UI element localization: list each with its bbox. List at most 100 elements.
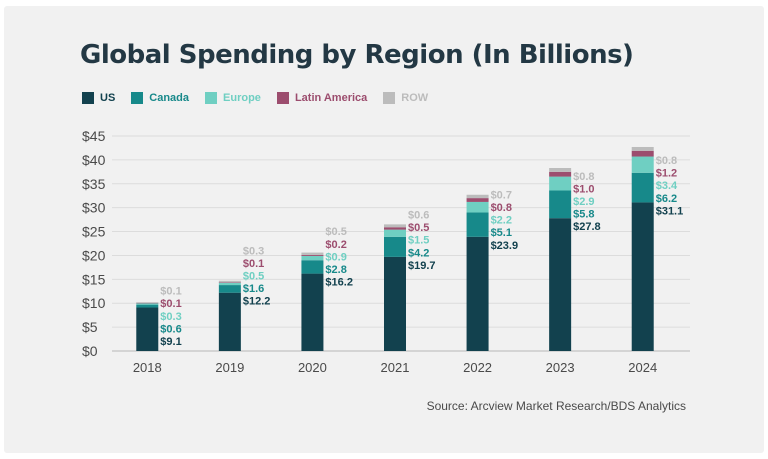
legend-item-us: US (82, 92, 115, 104)
legend-label-us: US (100, 92, 116, 104)
legend-label-row: ROW (401, 92, 429, 104)
y-tick-label: $20 (82, 247, 106, 263)
x-tick-label: 2024 (628, 360, 657, 375)
data-label-us: $16.2 (325, 277, 353, 289)
data-label-latin-america: $0.5 (408, 222, 429, 234)
bar-latin-america (384, 227, 406, 230)
data-label-canada: $4.2 (408, 247, 429, 259)
source-note: Source: Arcview Market Research/BDS Anal… (426, 399, 686, 413)
bar-canada (384, 236, 406, 257)
data-label-latin-america: $0.1 (160, 298, 181, 310)
x-tick-label: 2022 (463, 360, 492, 375)
y-tick-label: $10 (82, 295, 106, 311)
bar-latin-america (218, 282, 241, 283)
bar-us (466, 236, 489, 351)
data-label-canada: $2.8 (325, 264, 346, 276)
data-label-row: $0.5 (325, 226, 346, 238)
data-label-latin-america: $1.2 (656, 168, 677, 180)
bar-row (466, 194, 489, 199)
bar-row (218, 280, 241, 283)
bar-us (549, 218, 572, 351)
data-label-row: $0.8 (656, 155, 677, 167)
legend-item-latin-america: Latin America (276, 92, 368, 104)
bar-us (631, 202, 654, 351)
data-label-europe: $3.4 (656, 180, 678, 192)
bar-europe (549, 176, 572, 191)
bar-canada (631, 172, 654, 203)
data-label-us: $19.7 (408, 260, 436, 272)
y-tick-label: $35 (82, 176, 106, 192)
y-tick-label: $45 (82, 128, 106, 144)
data-label-latin-america: $0.1 (243, 258, 264, 270)
bar-row (549, 168, 572, 172)
bar-canada (549, 190, 572, 219)
bar-us (301, 273, 324, 351)
data-label-europe: $2.2 (491, 215, 512, 227)
data-label-canada: $0.6 (160, 323, 181, 335)
bar-europe (631, 156, 654, 173)
data-label-us: $31.1 (656, 205, 684, 217)
y-tick-label: $5 (82, 319, 98, 335)
legend-item-canada: Canada (131, 92, 189, 104)
y-tick-label: $40 (82, 152, 106, 168)
bar-europe (301, 255, 324, 261)
legend-item-row: ROW (383, 92, 428, 104)
bar-europe (136, 303, 159, 305)
bar-canada (218, 285, 241, 293)
data-label-row: $0.6 (408, 209, 429, 221)
bar-latin-america (466, 198, 489, 202)
y-tick-label: $25 (82, 224, 106, 240)
legend-swatch-latin-america (276, 92, 289, 104)
bar-row (384, 224, 406, 228)
data-label-latin-america: $0.2 (325, 239, 346, 251)
bar-latin-america (631, 150, 654, 157)
data-label-canada: $1.6 (243, 283, 264, 295)
bar-canada (136, 304, 159, 308)
data-label-europe: $2.9 (573, 196, 594, 208)
data-label-canada: $6.2 (656, 193, 677, 205)
bar-row (301, 252, 324, 255)
data-label-europe: $0.5 (243, 271, 264, 283)
bar-row (631, 146, 654, 151)
bar-latin-america (549, 171, 572, 177)
data-label-europe: $1.5 (408, 235, 429, 247)
x-tick-label: 2019 (215, 360, 244, 375)
bar-canada (301, 260, 324, 274)
data-label-canada: $5.1 (491, 227, 512, 239)
data-label-europe: $0.3 (160, 311, 181, 323)
data-label-row: $0.3 (243, 245, 264, 257)
bar-latin-america (136, 302, 159, 304)
legend-label-europe: Europe (223, 92, 261, 104)
data-label-us: $27.8 (573, 221, 601, 233)
data-label-europe: $0.9 (325, 251, 346, 263)
legend-swatch-row (383, 92, 396, 104)
legend: US Canada Europe Latin America ROW (82, 90, 444, 106)
legend-item-europe: Europe (205, 92, 261, 104)
x-tick-label: 2018 (133, 360, 162, 375)
data-label-us: $23.9 (491, 240, 519, 252)
legend-label-canada: Canada (149, 92, 190, 104)
y-tick-label: $30 (82, 200, 106, 216)
bar-latin-america (301, 254, 324, 256)
bar-us (136, 307, 159, 351)
bar-us (218, 292, 241, 351)
data-label-row: $0.7 (491, 189, 512, 201)
bar-europe (384, 229, 406, 237)
bar-europe (218, 282, 241, 286)
bar-row (136, 302, 159, 303)
legend-swatch-canada (131, 92, 144, 104)
bar-canada (466, 212, 489, 237)
data-label-latin-america: $1.0 (573, 183, 594, 195)
chart-title: Global Spending by Region (In Billions) (80, 40, 634, 70)
legend-label-latin-america: Latin America (294, 92, 368, 104)
y-tick-label: $0 (82, 343, 98, 359)
data-label-row: $0.8 (573, 171, 594, 183)
legend-swatch-us (82, 92, 94, 104)
data-label-us: $12.2 (243, 296, 271, 308)
data-label-us: $9.1 (160, 336, 181, 348)
y-tick-label: $15 (82, 271, 106, 287)
bar-europe (466, 201, 489, 213)
legend-swatch-europe (205, 92, 218, 104)
data-label-latin-america: $0.8 (491, 202, 512, 214)
